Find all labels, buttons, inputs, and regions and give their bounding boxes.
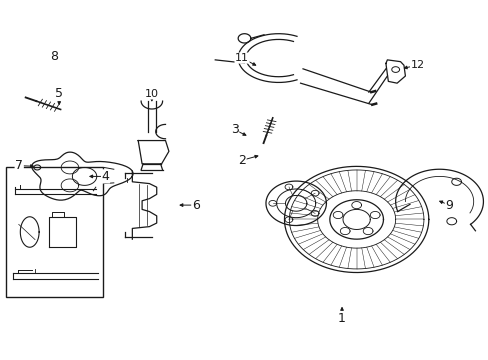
Text: 4: 4 xyxy=(102,170,109,183)
Text: 10: 10 xyxy=(144,89,159,99)
Text: 2: 2 xyxy=(238,154,245,167)
Text: 8: 8 xyxy=(50,50,58,63)
Text: 3: 3 xyxy=(230,123,238,136)
Text: 1: 1 xyxy=(337,311,345,325)
Text: 6: 6 xyxy=(191,199,199,212)
Bar xyxy=(5,167,103,297)
Text: 5: 5 xyxy=(55,87,63,100)
Text: 11: 11 xyxy=(235,53,248,63)
Text: 9: 9 xyxy=(445,199,452,212)
Text: 12: 12 xyxy=(410,60,424,70)
Text: 7: 7 xyxy=(15,159,23,172)
